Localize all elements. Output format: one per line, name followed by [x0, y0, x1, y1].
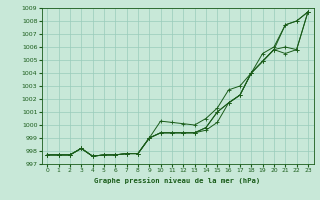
X-axis label: Graphe pression niveau de la mer (hPa): Graphe pression niveau de la mer (hPa)	[94, 177, 261, 184]
